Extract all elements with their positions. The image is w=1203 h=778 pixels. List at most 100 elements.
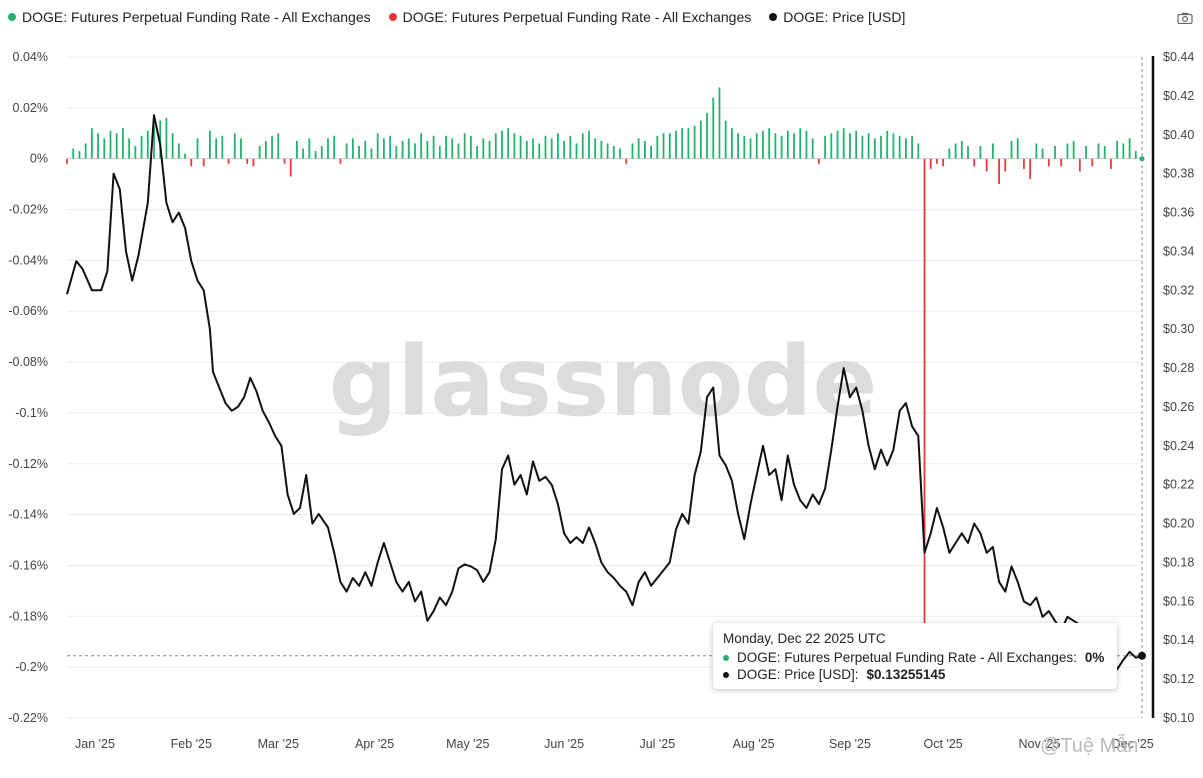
funding-bar-negative <box>202 158 205 167</box>
funding-bar-positive <box>588 130 590 159</box>
funding-bar-positive <box>1054 145 1056 159</box>
funding-bar-positive <box>768 128 771 159</box>
funding-bar-positive <box>718 87 721 159</box>
funding-bar-positive <box>637 138 640 159</box>
funding-bar-positive <box>824 135 826 159</box>
funding-bar-positive <box>799 128 802 159</box>
legend-item-funding-positive[interactable]: DOGE: Futures Perpetual Funding Rate - A… <box>8 9 371 25</box>
y-right-tick-label: $0.20 <box>1163 517 1194 531</box>
funding-bar-positive <box>631 143 634 159</box>
funding-bar-negative <box>998 158 1000 185</box>
funding-bar-positive <box>308 138 311 159</box>
funding-bar-positive <box>1122 143 1125 159</box>
funding-bar-positive <box>1116 140 1119 159</box>
funding-bar-positive <box>146 130 149 159</box>
funding-bar-positive <box>277 133 280 159</box>
funding-bar-positive <box>258 145 261 159</box>
y-left-tick-label: -0.02% <box>8 203 48 217</box>
y-right-tick-label: $0.22 <box>1163 478 1194 492</box>
funding-bar-positive <box>780 135 783 159</box>
funding-bar-positive <box>209 130 211 159</box>
funding-bar-positive <box>420 133 423 159</box>
x-tick-label: Aug '25 <box>733 737 775 751</box>
funding-bar-negative <box>973 158 976 167</box>
funding-bar-positive <box>407 138 410 159</box>
funding-bar-positive <box>445 135 447 159</box>
funding-hover-marker <box>1139 156 1145 162</box>
funding-bar-positive <box>849 133 851 159</box>
funding-bar-positive <box>296 140 298 159</box>
funding-bar-positive <box>494 133 497 159</box>
funding-bar-positive <box>662 133 665 159</box>
funding-bar-positive <box>525 140 528 159</box>
legend-label: DOGE: Futures Perpetual Funding Rate - A… <box>22 9 371 25</box>
y-right-tick-label: $0.14 <box>1163 633 1194 647</box>
x-tick-label: Dec '25 <box>1112 737 1154 751</box>
funding-bar-negative <box>625 158 628 164</box>
funding-bar-positive <box>240 138 242 159</box>
legend-item-price[interactable]: DOGE: Price [USD] <box>769 9 905 25</box>
funding-bar-positive <box>892 133 895 159</box>
funding-bar-positive <box>165 118 168 159</box>
funding-bar-positive <box>737 133 739 159</box>
legend-item-funding-negative[interactable]: DOGE: Futures Perpetual Funding Rate - A… <box>388 9 752 25</box>
funding-bar-positive <box>271 135 273 159</box>
funding-bar-positive <box>836 130 839 159</box>
funding-bar-positive <box>563 140 566 159</box>
funding-bar-positive <box>134 145 137 159</box>
funding-bar-positive <box>72 148 75 159</box>
funding-bar-positive <box>643 140 646 159</box>
funding-bar-positive <box>233 133 236 159</box>
funding-bar-positive <box>78 151 81 159</box>
funding-bar-positive <box>432 135 435 159</box>
funding-bar-positive <box>438 145 441 159</box>
y-left-tick-label: -0.2% <box>15 660 48 674</box>
y-right-tick-label: $0.44 <box>1163 50 1194 64</box>
funding-bar-positive <box>873 138 876 159</box>
funding-bar-positive <box>743 135 746 159</box>
funding-bar-positive <box>793 133 795 159</box>
funding-bar-positive <box>668 133 671 159</box>
funding-bar-negative <box>1047 158 1050 167</box>
x-tick-label: Jun '25 <box>544 737 584 751</box>
funding-bar-positive <box>264 140 267 159</box>
funding-bar-negative <box>942 158 945 167</box>
funding-bar-negative <box>289 158 292 177</box>
y-right-tick-label: $0.38 <box>1163 167 1194 181</box>
legend-dot-red <box>388 13 397 21</box>
funding-bar-positive <box>967 145 969 159</box>
y-right-tick-label: $0.12 <box>1163 672 1194 686</box>
funding-bar-positive <box>1103 145 1106 159</box>
funding-bar-positive <box>1066 143 1069 159</box>
y-left-tick-label: -0.08% <box>8 355 48 369</box>
legend-label: DOGE: Price [USD] <box>783 9 906 25</box>
tooltip-row-price: DOGE: Price [USD]: $0.13255145 <box>723 667 945 682</box>
funding-bar-positive <box>1085 145 1087 159</box>
funding-bar-positive <box>612 145 615 159</box>
funding-bar-positive <box>749 138 752 159</box>
funding-bar-positive <box>917 143 920 159</box>
legend-label: DOGE: Futures Perpetual Funding Rate - A… <box>402 9 752 25</box>
tooltip-funding-value: 0% <box>1084 650 1105 665</box>
funding-bar-positive <box>1041 148 1044 159</box>
funding-bar-positive <box>575 143 578 159</box>
x-tick-label: Oct '25 <box>924 737 963 751</box>
y-left-tick-label: -0.04% <box>8 253 48 267</box>
legend-dot-green <box>8 13 16 21</box>
camera-icon[interactable] <box>1177 12 1193 24</box>
funding-bar-positive <box>706 112 708 159</box>
funding-bar-positive <box>351 138 354 159</box>
funding-bar-positive <box>855 130 858 159</box>
funding-bar-positive <box>345 143 348 159</box>
funding-bar-positive <box>948 148 951 159</box>
funding-bar-positive <box>774 133 777 159</box>
funding-bar-positive <box>544 135 547 159</box>
funding-bar-positive <box>1016 138 1019 159</box>
y-left-tick-label: -0.1% <box>15 406 48 420</box>
funding-bar-positive <box>84 143 87 159</box>
funding-bar-positive <box>867 133 870 159</box>
tooltip-row-funding: DOGE: Futures Perpetual Funding Rate - A… <box>723 650 1104 665</box>
funding-bar-negative <box>227 158 230 164</box>
funding-bar-negative <box>1029 158 1032 180</box>
funding-bar-positive <box>861 135 864 159</box>
